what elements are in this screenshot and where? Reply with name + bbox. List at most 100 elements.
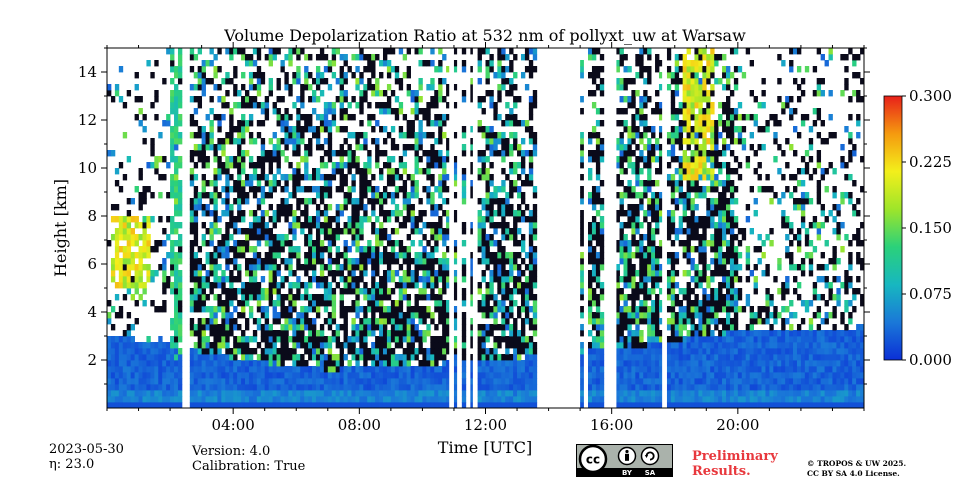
- heatmap-cell: [631, 282, 636, 289]
- heatmap-cell: [233, 324, 238, 331]
- heatmap-cell: [225, 336, 230, 343]
- heatmap-cell: [260, 378, 266, 385]
- heatmap-cell: [686, 222, 691, 229]
- heatmap-cell: [146, 396, 151, 403]
- heatmap-cell: [130, 396, 135, 403]
- heatmap-cell: [130, 216, 135, 223]
- heatmap-cell: [639, 48, 644, 55]
- heatmap-cell: [619, 48, 624, 55]
- heatmap-cell: [497, 252, 502, 259]
- heatmap-cell: [635, 90, 640, 97]
- heatmap-cell: [233, 216, 238, 223]
- heatmap-cell: [627, 336, 632, 343]
- heatmap-cell: [655, 210, 660, 217]
- heatmap-cell: [225, 402, 230, 409]
- heatmap-cell: [430, 102, 435, 109]
- heatmap-cell: [347, 132, 352, 139]
- heatmap-cell: [520, 402, 526, 409]
- heatmap-cell: [682, 156, 687, 163]
- heatmap-cell: [666, 276, 672, 283]
- heatmap-cell: [162, 348, 167, 355]
- heatmap-cell: [658, 150, 664, 157]
- heatmap-cell: [347, 282, 352, 289]
- heatmap-cell: [666, 258, 672, 265]
- heatmap-cell: [631, 276, 636, 283]
- heatmap-cell: [288, 228, 293, 235]
- heatmap-cell: [666, 342, 672, 349]
- heatmap-cell: [524, 174, 530, 181]
- heatmap-cell: [635, 162, 640, 169]
- heatmap-cell: [264, 234, 270, 241]
- heatmap-cell: [154, 384, 159, 391]
- heatmap-cell: [237, 192, 242, 199]
- heatmap-cell: [229, 402, 234, 409]
- heatmap-cell: [284, 366, 289, 373]
- heatmap-cell: [379, 390, 384, 397]
- heatmap-cell: [174, 300, 179, 307]
- heatmap-cell: [209, 126, 214, 133]
- heatmap-cell: [513, 396, 518, 403]
- heatmap-cell: [288, 210, 293, 217]
- heatmap-cell: [434, 354, 439, 361]
- heatmap-cell: [217, 294, 222, 301]
- heatmap-cell: [177, 192, 183, 199]
- heatmap-cell: [655, 402, 660, 409]
- heatmap-cell: [485, 246, 490, 253]
- heatmap-cell: [394, 402, 400, 409]
- heatmap-cell: [639, 114, 644, 121]
- heatmap-cell: [615, 312, 620, 319]
- heatmap-cell: [398, 330, 404, 337]
- heatmap-cell: [497, 324, 502, 331]
- heatmap-cell: [588, 228, 593, 235]
- heatmap-cell: [686, 96, 691, 103]
- heatmap-cell: [244, 234, 250, 241]
- heatmap-cell: [264, 354, 270, 361]
- heatmap-cell: [655, 66, 660, 73]
- heatmap-cell: [244, 264, 250, 271]
- heatmap-cell: [134, 396, 139, 403]
- heatmap-cell: [233, 372, 238, 379]
- heatmap-cell: [244, 174, 250, 181]
- heatmap-cell: [272, 258, 277, 265]
- heatmap-cell: [284, 216, 289, 223]
- heatmap-cell: [670, 126, 676, 133]
- heatmap-cell: [375, 234, 380, 241]
- heatmap-cell: [241, 378, 246, 385]
- heatmap-cell: [414, 282, 419, 289]
- heatmap-cell: [300, 174, 305, 181]
- heatmap-cell: [619, 360, 624, 367]
- heatmap-cell: [651, 342, 656, 349]
- heatmap-cell: [532, 252, 538, 259]
- heatmap-cell: [323, 246, 329, 253]
- heatmap-cell: [414, 312, 419, 319]
- heatmap-cell: [276, 120, 281, 127]
- heatmap-cell: [130, 276, 135, 283]
- heatmap-cell: [599, 240, 605, 247]
- heatmap-cell: [260, 306, 266, 313]
- heatmap-cell: [580, 192, 585, 199]
- heatmap-cell: [517, 402, 522, 409]
- heatmap-cell: [643, 270, 648, 277]
- heatmap-cell: [509, 330, 514, 337]
- heatmap-cell: [146, 270, 151, 277]
- heatmap-cell: [402, 216, 408, 223]
- heatmap-cell: [532, 132, 538, 139]
- heatmap-cell: [177, 330, 183, 337]
- heatmap-cell: [264, 96, 270, 103]
- heatmap-cell: [674, 354, 680, 361]
- heatmap-cell: [280, 234, 285, 241]
- heatmap-cell: [442, 228, 447, 235]
- heatmap-cell: [252, 192, 258, 199]
- heatmap-cell: [406, 90, 411, 97]
- heatmap-cell: [382, 192, 388, 199]
- heatmap-cell: [418, 132, 423, 139]
- heatmap-cell: [643, 390, 648, 397]
- heatmap-cell: [308, 378, 313, 385]
- heatmap-cell: [327, 342, 333, 349]
- heatmap-cell: [674, 318, 680, 325]
- heatmap-cell: [469, 180, 475, 187]
- heatmap-cell: [509, 402, 514, 409]
- heatmap-cell: [595, 162, 601, 169]
- heatmap-cell: [505, 384, 510, 391]
- heatmap-cell: [599, 348, 605, 355]
